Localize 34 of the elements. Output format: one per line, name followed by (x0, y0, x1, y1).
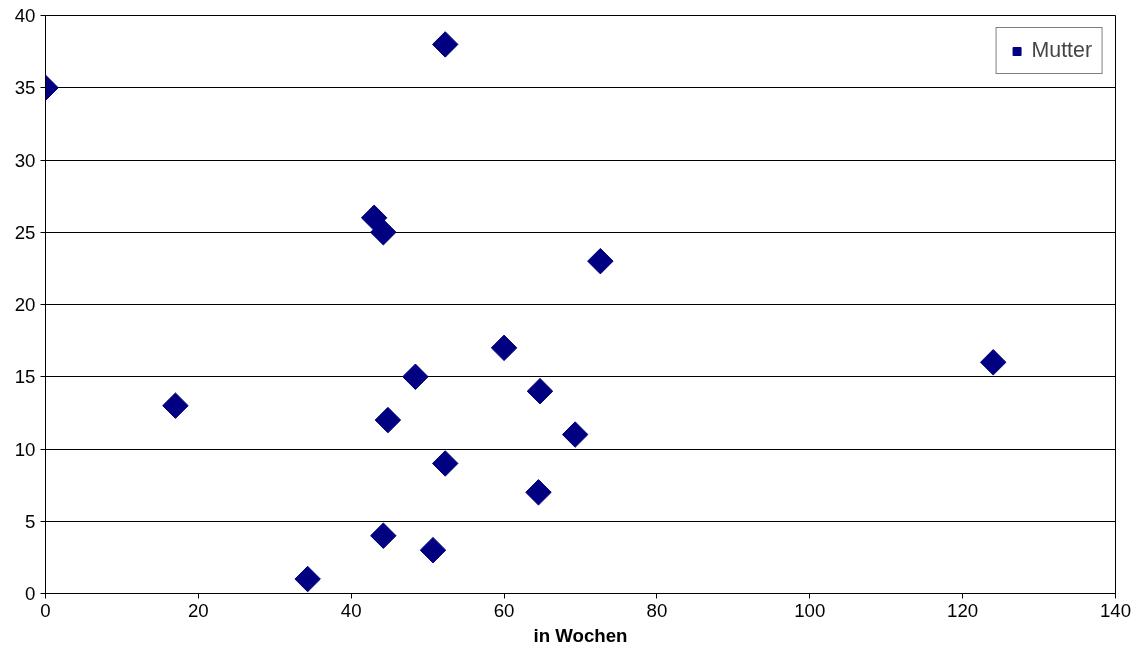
y-tick-label: 10 (14, 438, 36, 460)
x-tick-label: 0 (40, 599, 51, 621)
y-tick-label: 20 (14, 294, 36, 315)
point (525, 479, 552, 506)
x-tick-label: 80 (646, 599, 668, 621)
x-tick-label: 20 (187, 599, 209, 621)
y-tick-label: 5 (25, 510, 36, 532)
y-tick-label: 0 (25, 583, 36, 604)
point (587, 247, 614, 275)
x-tick-label: 40 (340, 599, 362, 621)
point (490, 334, 518, 362)
y-tick-label: 15 (14, 366, 36, 388)
point (402, 363, 429, 390)
legend-label: Mutter (1031, 38, 1092, 63)
point (561, 421, 589, 448)
y-tick-label: 25 (14, 221, 36, 243)
point (370, 219, 397, 246)
x-tick-label: 140 (1099, 599, 1132, 621)
x-tick-label: 120 (947, 599, 979, 621)
point (370, 522, 397, 549)
point (162, 392, 189, 419)
point (294, 565, 321, 593)
y-tick-label: 35 (14, 77, 36, 99)
point (431, 450, 459, 477)
point (419, 536, 447, 564)
y-tick-label: 30 (14, 149, 36, 171)
x-tick-label: 100 (794, 599, 826, 621)
point (979, 349, 1007, 376)
point (526, 377, 554, 405)
x-tick-label: 60 (493, 599, 515, 621)
y-tick-label: 40 (14, 5, 36, 26)
point (374, 406, 402, 434)
x-axis-title: in Wochen (533, 624, 628, 646)
point (431, 31, 459, 58)
